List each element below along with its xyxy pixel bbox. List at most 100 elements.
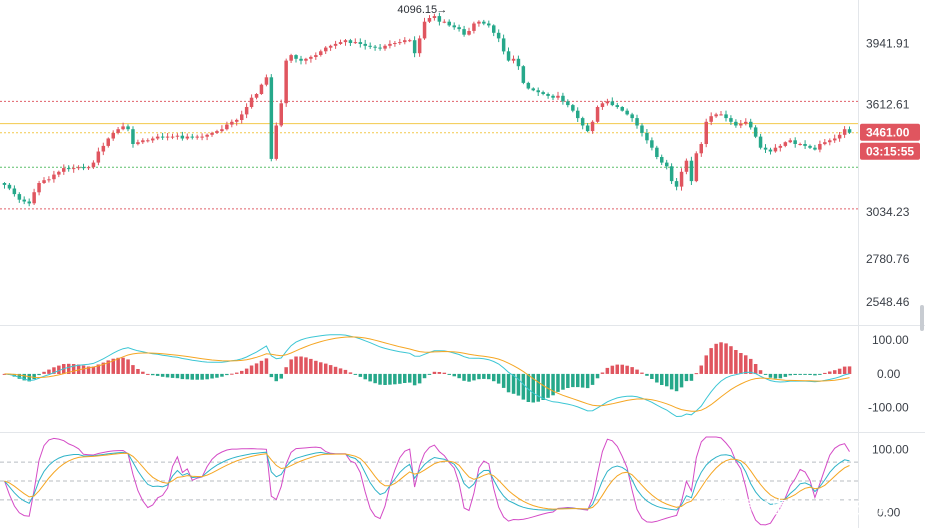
candle	[571, 105, 575, 111]
candle	[714, 114, 718, 117]
candle	[432, 16, 437, 18]
candle	[551, 95, 555, 98]
macd-bar	[412, 373, 417, 386]
macd-bar	[669, 373, 674, 390]
macd-bar	[734, 350, 738, 374]
candle	[304, 58, 308, 61]
macd-bar	[155, 373, 160, 376]
candle	[235, 119, 239, 122]
macd-bar	[768, 373, 773, 378]
candle	[200, 136, 204, 138]
macd-bar	[753, 364, 758, 374]
macd-bar	[763, 373, 768, 375]
macd-bar	[541, 373, 545, 400]
macd-bar	[328, 365, 333, 374]
candle	[699, 144, 703, 154]
candle	[76, 167, 81, 169]
candle	[42, 180, 46, 183]
macd-dif-line	[4, 334, 850, 418]
last-price-box	[860, 123, 920, 141]
macd-bar	[709, 348, 713, 374]
macd-bar	[783, 373, 788, 377]
candle	[452, 25, 456, 28]
candle	[669, 166, 674, 182]
macd-histogram	[2, 342, 852, 403]
candle	[47, 179, 51, 181]
macd-bar	[91, 366, 96, 374]
macd-bar	[37, 373, 41, 376]
macd-bar	[121, 357, 125, 374]
candle	[259, 84, 264, 94]
candle	[758, 136, 763, 148]
candle	[536, 90, 540, 93]
macd-bar	[289, 359, 293, 374]
macd-bar	[324, 363, 328, 374]
price-tick: 2548.46	[866, 295, 910, 309]
candle	[674, 181, 679, 187]
candle	[660, 157, 664, 163]
candle	[576, 110, 580, 119]
macd-bar	[496, 373, 501, 384]
macd-bar	[665, 373, 669, 387]
candle	[363, 43, 367, 46]
macd-bar	[566, 373, 570, 388]
macd-bar	[185, 373, 190, 380]
candle	[842, 129, 847, 135]
candle	[590, 121, 595, 132]
candle	[190, 136, 194, 138]
macd-bar	[2, 373, 7, 375]
macd-bar	[264, 358, 269, 374]
macd-bar	[378, 373, 382, 385]
kdj-tick: 100.00	[872, 443, 909, 457]
candle	[640, 125, 644, 133]
candle	[314, 55, 318, 57]
macd-bar	[467, 373, 471, 382]
macd-bar	[422, 373, 427, 379]
candle	[585, 125, 590, 132]
price-panel[interactable]: 4096.15 →	[0, 4, 858, 210]
candle	[422, 21, 427, 39]
candle	[783, 142, 788, 146]
candle	[837, 134, 842, 139]
candle	[566, 101, 570, 106]
macd-bar	[131, 365, 135, 374]
candle	[398, 42, 402, 44]
candle	[496, 32, 501, 39]
max-price-label: 4096.15 →	[397, 4, 447, 16]
candle	[665, 162, 669, 167]
macd-bar	[106, 360, 110, 374]
macd-bar	[348, 372, 353, 374]
price-tick: 3941.91	[866, 37, 910, 51]
macd-bar	[363, 373, 367, 380]
candle	[516, 58, 521, 67]
macd-bar	[269, 373, 274, 378]
macd-bar	[531, 373, 535, 403]
kdj-j-line	[4, 436, 850, 526]
kdj-panel[interactable]	[0, 436, 858, 526]
candle	[343, 40, 348, 43]
macd-bar	[590, 373, 595, 385]
candle	[739, 123, 743, 126]
macd-panel[interactable]	[2, 334, 852, 418]
macd-bar	[96, 364, 101, 374]
candle	[160, 136, 165, 138]
kdj-tick: 0.00	[877, 505, 901, 519]
candle	[729, 118, 733, 122]
macd-bar	[837, 368, 842, 374]
macd-y-axis: 100.00 0.00 -100.00	[868, 333, 909, 415]
macd-bar	[254, 363, 259, 374]
candle	[833, 138, 837, 141]
macd-bar	[299, 356, 303, 374]
macd-bar	[744, 355, 748, 374]
scroll-handle[interactable]	[920, 305, 924, 331]
macd-bar	[442, 372, 447, 374]
candle	[62, 168, 66, 172]
candles	[2, 12, 852, 207]
macd-bar	[210, 373, 214, 379]
candle	[487, 23, 491, 26]
candle	[86, 167, 91, 169]
macd-bar	[47, 369, 51, 374]
candle	[521, 66, 526, 83]
macd-bar	[724, 343, 728, 374]
